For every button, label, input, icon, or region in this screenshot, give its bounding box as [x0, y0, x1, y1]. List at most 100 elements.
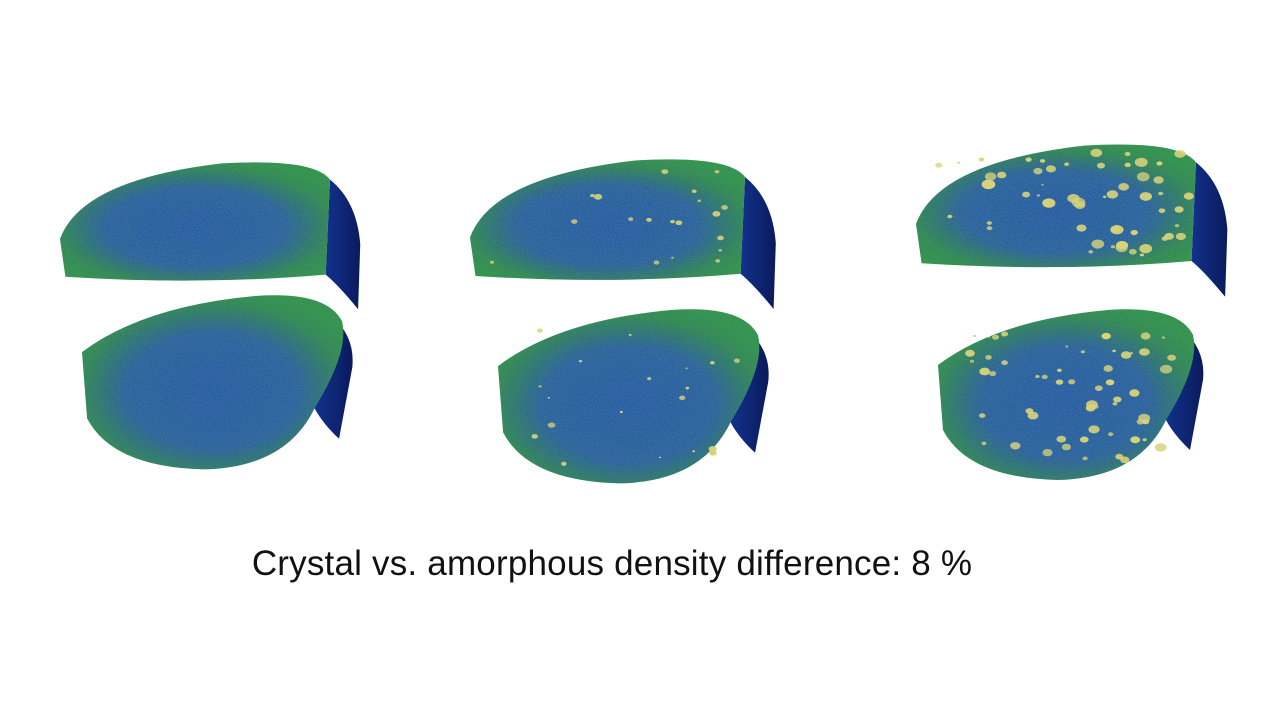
crystal-inclusion	[988, 336, 991, 338]
crystal-inclusion	[1101, 332, 1111, 340]
cut-face	[82, 295, 344, 470]
crystal-inclusion	[709, 450, 717, 456]
crystal-inclusion	[1041, 374, 1048, 380]
crystal-inclusion	[714, 170, 720, 174]
crystal-inclusion	[1136, 172, 1150, 182]
crystal-inclusion	[721, 205, 728, 210]
crystal-inclusion	[979, 413, 986, 418]
crystal-inclusion	[1042, 448, 1053, 457]
crystal-inclusion	[1105, 379, 1115, 386]
crystal-inclusion	[1174, 224, 1180, 228]
crystal-inclusion	[1118, 183, 1130, 191]
crystal-inclusion	[578, 359, 583, 363]
crystal-inclusion	[1108, 432, 1114, 437]
crystal-inclusion	[1130, 229, 1138, 236]
side-face	[1166, 330, 1204, 450]
side-face	[740, 177, 776, 309]
lower-half-3	[938, 309, 1204, 480]
crystal-inclusion	[593, 193, 603, 200]
crystal-inclusion	[1129, 389, 1140, 397]
crystal-inclusion	[708, 446, 717, 452]
crystal-inclusion	[691, 189, 697, 194]
side-face	[314, 316, 353, 439]
lower-half-2	[498, 309, 769, 484]
crystal-inclusion	[547, 397, 551, 399]
crystal-inclusion	[1158, 208, 1166, 214]
crystal-inclusion	[646, 217, 652, 222]
crystal-inclusion	[1102, 195, 1107, 199]
crystal-inclusion	[986, 221, 992, 225]
crystal-inclusion	[981, 441, 987, 446]
crystal-inclusion	[628, 217, 634, 221]
crystal-inclusion	[718, 249, 722, 252]
crystal-inclusion	[531, 434, 538, 439]
cut-face	[60, 162, 330, 281]
crystal-inclusion	[619, 410, 623, 414]
crystal-inclusion	[1139, 192, 1152, 201]
crystal-inclusion	[1065, 345, 1069, 348]
crystal-inclusion	[1153, 176, 1164, 184]
crystal-inclusion	[1091, 239, 1105, 249]
crystal-inclusion	[1082, 456, 1088, 461]
crystal-inclusion	[1142, 438, 1147, 442]
crystal-inclusion	[1183, 192, 1194, 200]
side-face	[1191, 162, 1228, 297]
crystal-inclusion	[717, 235, 724, 241]
crystal-inclusion	[1088, 425, 1100, 434]
crystal-inclusion	[984, 172, 997, 181]
crystal-inclusion	[1110, 245, 1116, 249]
crystal-inclusion	[712, 210, 721, 217]
crystal-inclusion	[956, 161, 961, 164]
crystal-inclusion	[1064, 162, 1070, 166]
crystal-inclusion	[1139, 244, 1153, 254]
crystal-inclusion	[561, 461, 567, 466]
crystal-inclusion	[571, 219, 578, 224]
crystal-inclusion	[685, 386, 690, 390]
crystal-inclusion	[1045, 165, 1056, 173]
crystal-inclusion	[647, 377, 652, 381]
crystal-inclusion	[1154, 443, 1167, 452]
crystal-inclusion	[1167, 354, 1176, 361]
crystal-inclusion	[590, 193, 595, 198]
crystal-inclusion	[1139, 348, 1150, 356]
crystal-inclusion	[628, 333, 632, 336]
crystal-inclusion	[969, 359, 974, 363]
crystal-inclusion	[1022, 191, 1031, 198]
crystal-inclusion	[1115, 243, 1128, 253]
upper-half-1	[60, 162, 361, 310]
crystal-inclusion	[661, 169, 669, 175]
crystal-inclusion	[1080, 436, 1089, 443]
lower-half-1	[82, 295, 353, 470]
crystal-inclusion	[1113, 396, 1122, 403]
crystal-inclusion	[658, 456, 662, 459]
crystal-inclusion	[992, 334, 999, 340]
crystal-inclusion	[1112, 402, 1118, 406]
crystal-inclusion	[1138, 413, 1151, 423]
crystal-inclusion	[1156, 161, 1163, 166]
crystal-inclusion	[1175, 232, 1186, 241]
crystal-inclusion	[1174, 206, 1184, 213]
crystal-inclusion	[1090, 148, 1103, 158]
crystal-inclusion	[733, 358, 740, 363]
crystal-inclusion	[710, 361, 715, 365]
crystal-inclusion	[985, 355, 992, 360]
crystal-inclusion	[981, 179, 996, 190]
crystal-inclusion	[1061, 443, 1071, 451]
crystal-inclusion	[1128, 248, 1137, 255]
upper-half-3	[916, 144, 1228, 297]
crystal-inclusion	[547, 422, 556, 428]
crystal-inclusion	[1025, 157, 1032, 162]
crystal-inclusion	[1027, 411, 1039, 420]
crystal-inclusion	[1088, 250, 1094, 254]
cut-face	[470, 159, 745, 280]
crystal-inclusion	[489, 260, 495, 264]
crystal-inclusion	[670, 220, 675, 224]
crystal-inclusion	[1110, 225, 1121, 233]
crystal-inclusion	[978, 157, 985, 162]
crystal-inclusion	[1160, 364, 1173, 374]
crystal-inclusion	[1112, 349, 1116, 353]
crystal-inclusion	[1092, 404, 1099, 409]
crystal-inclusion	[1056, 435, 1067, 443]
crystal-inclusion	[1096, 162, 1106, 169]
